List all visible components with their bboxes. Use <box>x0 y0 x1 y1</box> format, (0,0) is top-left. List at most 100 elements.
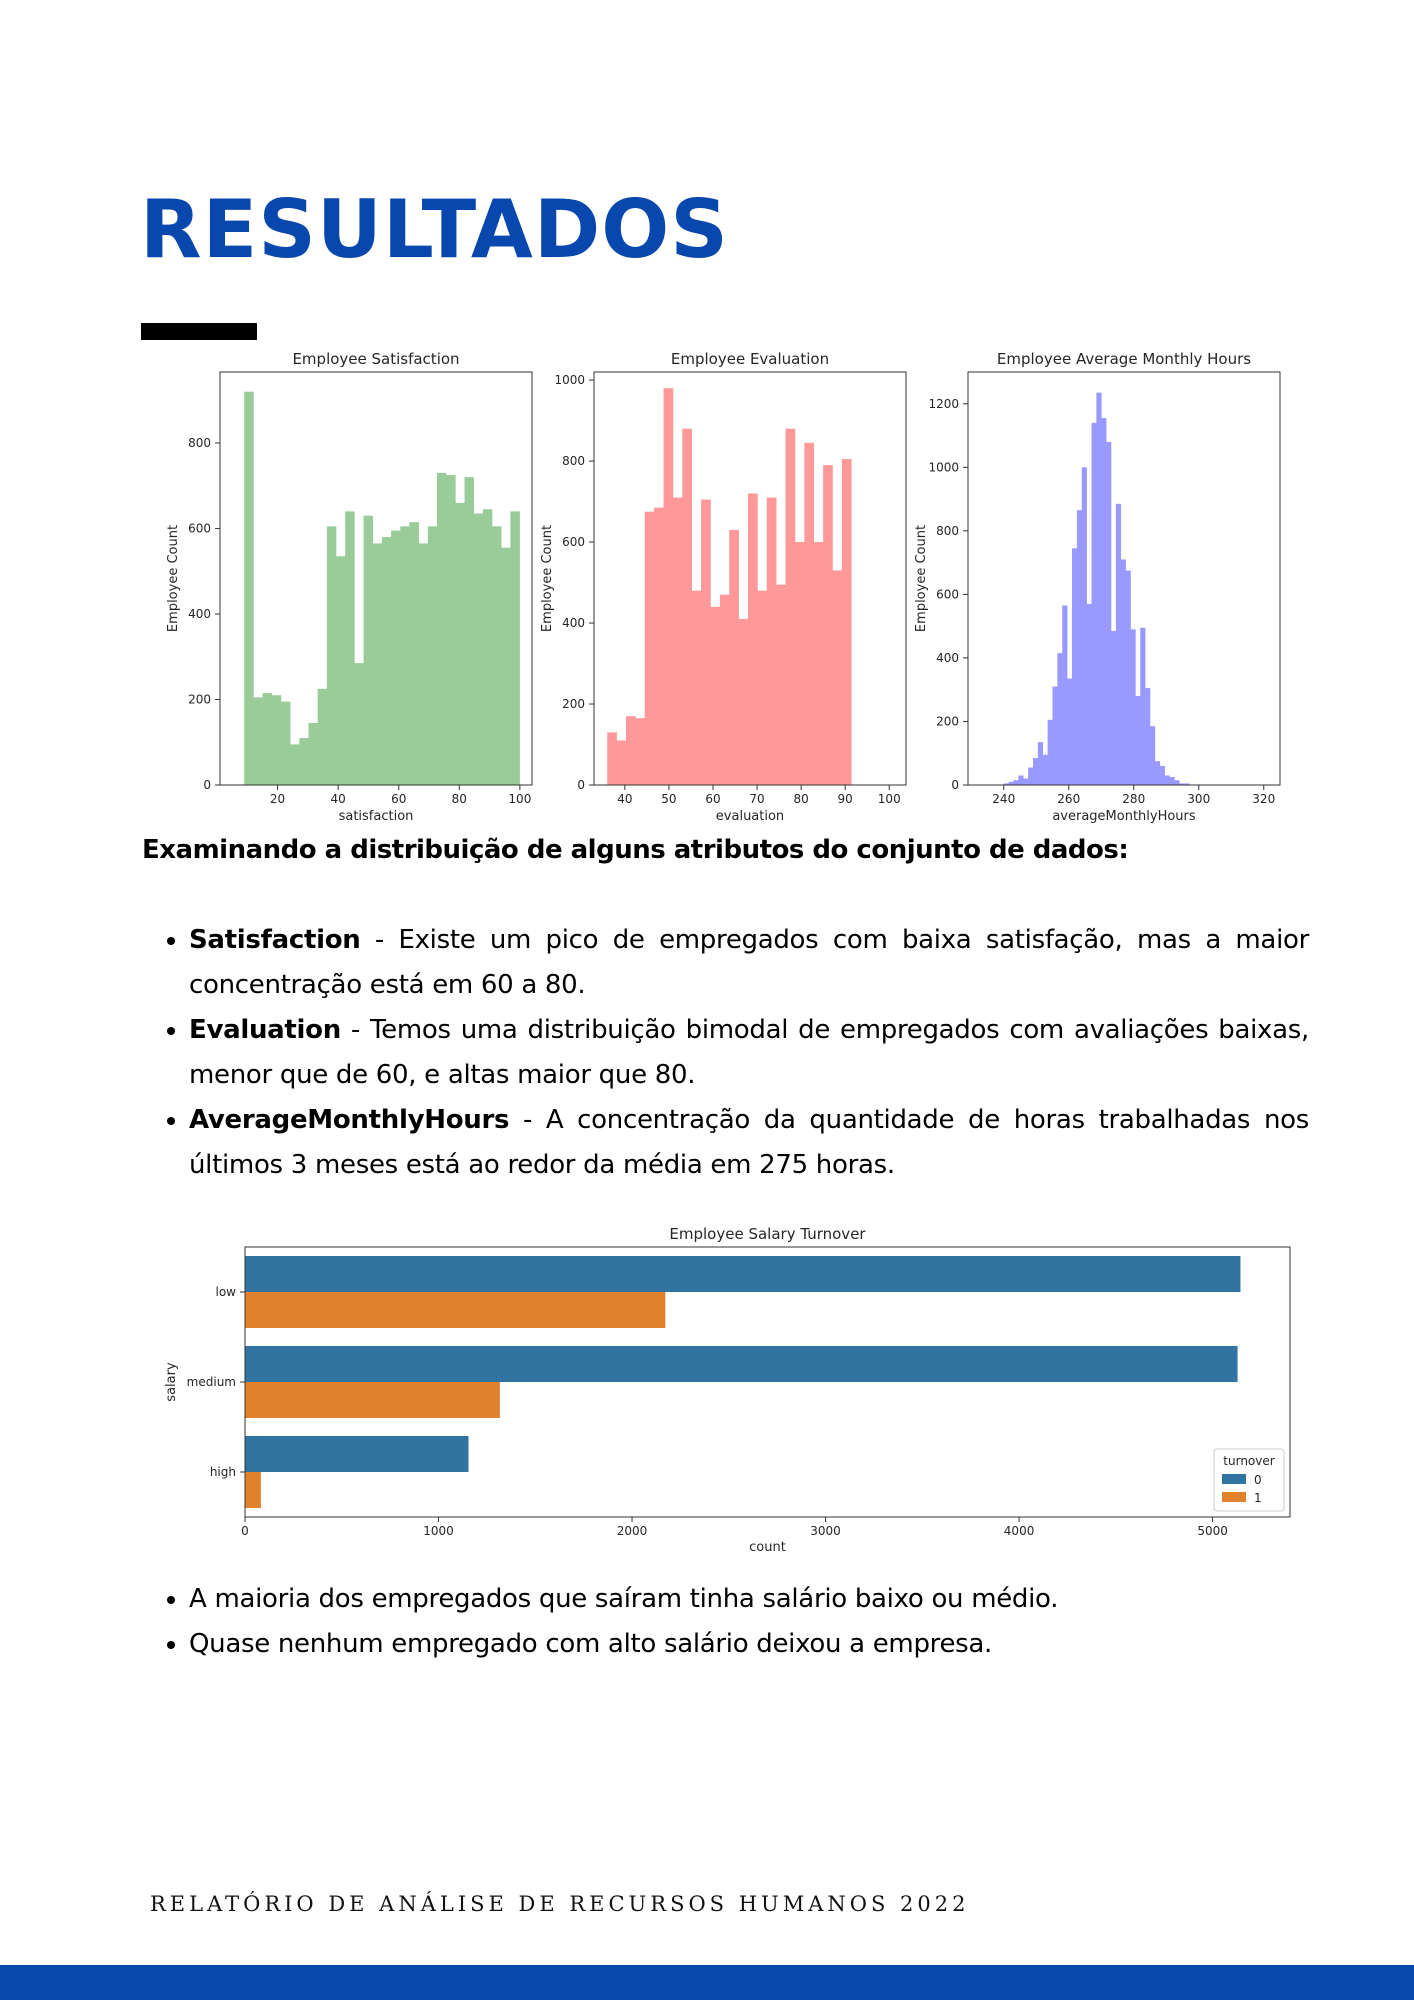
histogram-bar <box>345 511 355 785</box>
x-tick-label: 40 <box>617 792 632 806</box>
x-tick-label: 100 <box>508 792 531 806</box>
list-item: Quase nenhum empregado com alto salário … <box>189 1622 1339 1667</box>
histogram-bar <box>290 744 300 785</box>
chart-title: Employee Evaluation <box>671 350 829 368</box>
y-tick-label: 400 <box>936 651 959 665</box>
chart-title: Employee Satisfaction <box>292 350 459 368</box>
plot-frame <box>244 1246 1291 1518</box>
histogram-bar <box>381 537 392 785</box>
histogram-bar <box>455 502 465 785</box>
intro-heading: Examinando a distribuição de alguns atri… <box>142 835 1129 865</box>
histogram-bar <box>804 442 815 785</box>
attribute-description: - Existe um pico de empregados com baixa… <box>189 925 1309 1000</box>
histogram-bar <box>253 697 263 785</box>
histogram-bar <box>701 499 711 785</box>
y-tick-label: low <box>216 1285 237 1299</box>
chart-title: Employee Salary Turnover <box>669 1225 866 1243</box>
histogram-bar <box>1013 780 1019 785</box>
histogram-bar <box>418 543 429 785</box>
histogram-bar <box>308 723 318 785</box>
y-tick-label: 600 <box>562 535 585 549</box>
histogram-bar <box>1047 719 1053 785</box>
hours-histogram: 240 260 280 300 320 0 200 400 600 800 1000 1200 Empl… <box>914 350 1281 824</box>
x-tick-label: 70 <box>749 792 764 806</box>
salary-notes-list: A maioria dos empregados que saíram tinh… <box>142 1577 1339 1667</box>
x-tick-label: 90 <box>838 792 853 806</box>
x-tick-label: 4000 <box>1004 1524 1035 1538</box>
histogram-bar <box>672 497 683 785</box>
histogram-bar <box>1062 605 1068 785</box>
histogram-bar <box>757 590 768 785</box>
histogram-bar <box>1111 630 1117 785</box>
y-tick-label: 400 <box>188 607 211 621</box>
histogram-bar <box>682 428 692 785</box>
histogram-bar <box>1115 503 1122 785</box>
x-tick-label: 80 <box>452 792 467 806</box>
y-tick-label: 0 <box>951 778 959 792</box>
histogram-bar <box>1169 777 1175 785</box>
histogram-bar <box>501 547 511 785</box>
satisfaction-histogram: 20 40 60 80 100 0 200 400 600 800 Employee Satisfa… <box>166 350 533 824</box>
attribute-name: Satisfaction <box>189 925 361 955</box>
plot-frame <box>967 371 1281 786</box>
salary-bar <box>245 1256 1241 1292</box>
histogram-bar <box>748 493 758 785</box>
histogram-bar <box>1081 467 1087 785</box>
histogram-bar <box>1140 627 1146 785</box>
histogram-bar <box>616 740 627 785</box>
list-item: AverageMonthlyHours - A concentração da … <box>189 1098 1309 1188</box>
histogram-bar <box>710 606 721 785</box>
histogram-bar <box>794 542 805 785</box>
histogram-bar <box>473 513 484 785</box>
histogram-bar <box>635 718 646 785</box>
histogram-bar <box>1135 696 1141 785</box>
histogram-bar <box>625 716 636 785</box>
histogram-bar <box>1145 688 1151 785</box>
histogram-bar <box>1052 686 1058 785</box>
list-item: Satisfaction - Existe um pico de emprega… <box>189 918 1309 1008</box>
y-tick-label: 400 <box>562 616 585 630</box>
histogram-bar <box>691 590 702 785</box>
histogram-bar <box>841 459 852 785</box>
y-tick-label: 1000 <box>928 460 959 474</box>
histogram-bar <box>464 477 474 785</box>
y-tick-label: 200 <box>936 714 959 728</box>
histogram-bar <box>1096 392 1102 785</box>
attribute-list: Satisfaction - Existe um pico de emprega… <box>142 918 1309 1188</box>
y-tick-label: high <box>210 1465 236 1479</box>
histogram-bar <box>1023 778 1029 785</box>
y-axis-label: Employee Count <box>540 525 555 632</box>
histogram-bar <box>262 693 273 785</box>
list-item: A maioria dos empregados que saíram tinh… <box>189 1577 1339 1622</box>
y-tick-label: 200 <box>188 692 211 706</box>
histogram-bar <box>1003 783 1009 785</box>
histogram-bar <box>1154 761 1161 785</box>
y-axis-label: Employee Count <box>914 525 929 632</box>
page-title: RESULTADOS <box>140 183 729 276</box>
histogram-bar <box>607 732 617 785</box>
histogram-bar <box>1106 441 1112 785</box>
histogram-bar <box>1091 422 1097 785</box>
histogram-bar <box>785 428 796 785</box>
histogram-bar <box>391 530 401 785</box>
y-tick-label: 1000 <box>554 373 585 387</box>
x-tick-label: 240 <box>992 792 1015 806</box>
x-tick-label: 40 <box>330 792 345 806</box>
histogram-bar <box>823 465 833 785</box>
list-item: Evaluation - Temos uma distribuição bimo… <box>189 1008 1309 1098</box>
x-tick-label: 5000 <box>1197 1524 1228 1538</box>
histogram-bar <box>510 511 520 785</box>
histogram-bar <box>280 701 291 785</box>
y-tick-label: 800 <box>188 436 211 450</box>
histogram-bar <box>719 594 730 785</box>
histogram-bar <box>654 507 664 785</box>
histogram-bar <box>354 663 364 785</box>
y-tick-label: 600 <box>188 521 211 535</box>
histogram-bar <box>776 584 786 785</box>
legend-label: 1 <box>1254 1491 1262 1505</box>
legend-swatch <box>1222 1492 1246 1502</box>
histogram-bar <box>400 526 410 785</box>
histogram-bar <box>1076 510 1083 785</box>
x-tick-label: 0 <box>241 1524 249 1538</box>
histogram-bar <box>1008 781 1014 785</box>
